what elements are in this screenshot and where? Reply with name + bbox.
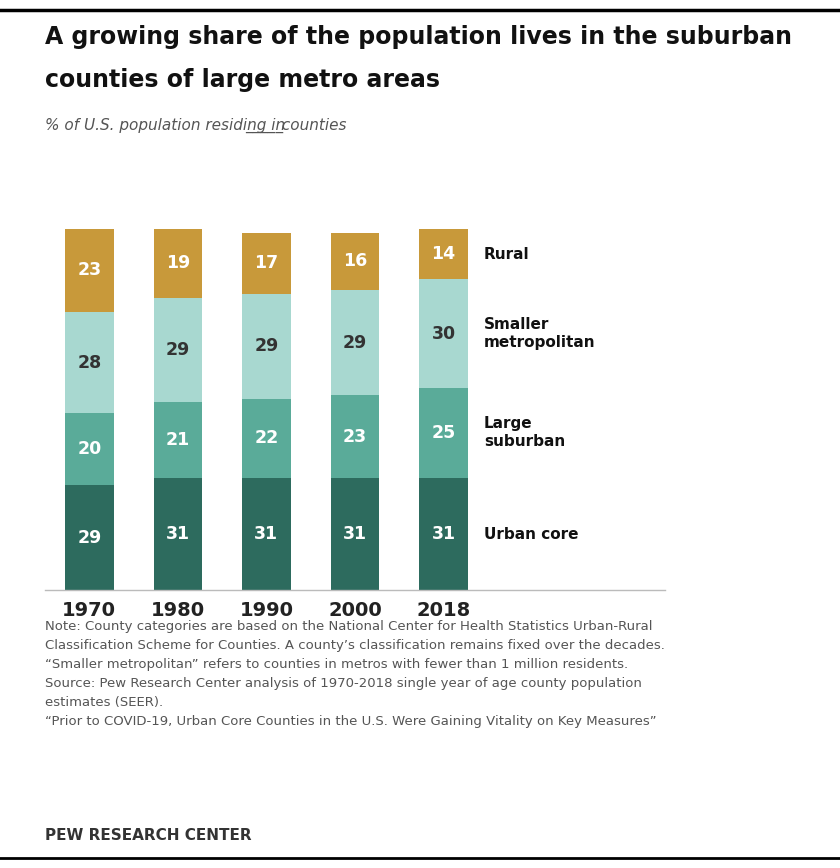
Bar [154,298,202,402]
Text: 25: 25 [432,424,455,442]
Text: 16: 16 [343,253,367,271]
Text: 31: 31 [432,525,455,543]
Text: Urban core: Urban core [484,527,579,542]
Bar [331,395,380,478]
Bar [65,485,113,590]
Text: 19: 19 [165,254,190,273]
Text: 31: 31 [343,525,367,543]
Text: PEW RESEARCH CENTER: PEW RESEARCH CENTER [45,828,252,843]
Bar [154,229,202,298]
Bar [419,229,468,279]
Text: 31: 31 [255,525,279,543]
Bar [242,398,291,478]
Text: 29: 29 [255,338,279,355]
Text: Rural: Rural [484,247,529,261]
Text: 14: 14 [432,245,455,263]
Bar [65,413,113,485]
Bar [242,478,291,590]
Bar [331,478,380,590]
Bar [419,279,468,388]
Text: 29: 29 [343,333,367,352]
Text: 28: 28 [77,353,102,372]
Text: 21: 21 [165,431,190,449]
Text: % of U.S. population residing in: % of U.S. population residing in [45,118,290,133]
Bar [242,233,291,294]
Text: A growing share of the population lives in the suburban: A growing share of the population lives … [45,25,792,49]
Text: counties: counties [277,118,346,133]
Bar [65,312,113,413]
Bar [419,478,468,590]
Text: 23: 23 [77,261,102,279]
Text: 29: 29 [77,529,102,547]
Text: 23: 23 [343,428,367,445]
Bar [65,229,113,312]
Text: 29: 29 [165,341,190,358]
Text: 22: 22 [255,430,279,447]
Bar [419,388,468,478]
Text: 30: 30 [432,325,455,343]
Text: counties of large metro areas: counties of large metro areas [45,68,440,92]
Text: Smaller
metropolitan: Smaller metropolitan [484,317,596,350]
Bar [154,402,202,478]
Text: 17: 17 [255,254,279,273]
Text: 20: 20 [77,440,102,458]
Bar [331,233,380,290]
Bar [331,290,380,395]
Text: 31: 31 [165,525,190,543]
Bar [154,478,202,590]
Text: _____: _____ [245,118,283,133]
Text: Large
suburban: Large suburban [484,417,565,450]
Text: Note: County categories are based on the National Center for Health Statistics U: Note: County categories are based on the… [45,620,665,728]
Bar [242,294,291,398]
